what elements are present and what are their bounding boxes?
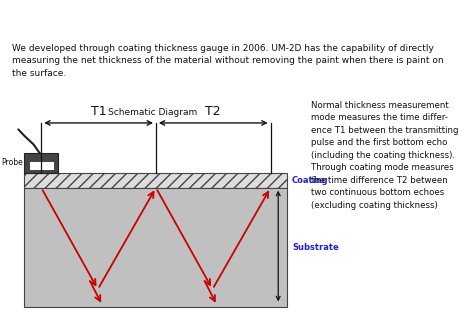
Text: T1: T1 [91, 105, 106, 118]
Text: Probe: Probe [1, 158, 23, 167]
Text: We developed through coating thickness gauge in 2006. UM-2D has the capability o: We developed through coating thickness g… [12, 44, 444, 78]
Text: Principle of Through Coating: Principle of Through Coating [28, 15, 244, 28]
Text: T2: T2 [205, 105, 221, 118]
Text: ●: ● [12, 14, 25, 28]
Polygon shape [25, 153, 58, 173]
Text: Coating: Coating [292, 176, 328, 185]
Polygon shape [25, 188, 287, 306]
Text: Normal thickness measurement
mode measures the time differ-
ence T1 between the : Normal thickness measurement mode measur… [311, 101, 458, 210]
Text: Schematic Diagram: Schematic Diagram [108, 108, 198, 117]
Text: Substrate: Substrate [292, 243, 339, 252]
Polygon shape [25, 173, 287, 188]
Polygon shape [29, 161, 54, 171]
